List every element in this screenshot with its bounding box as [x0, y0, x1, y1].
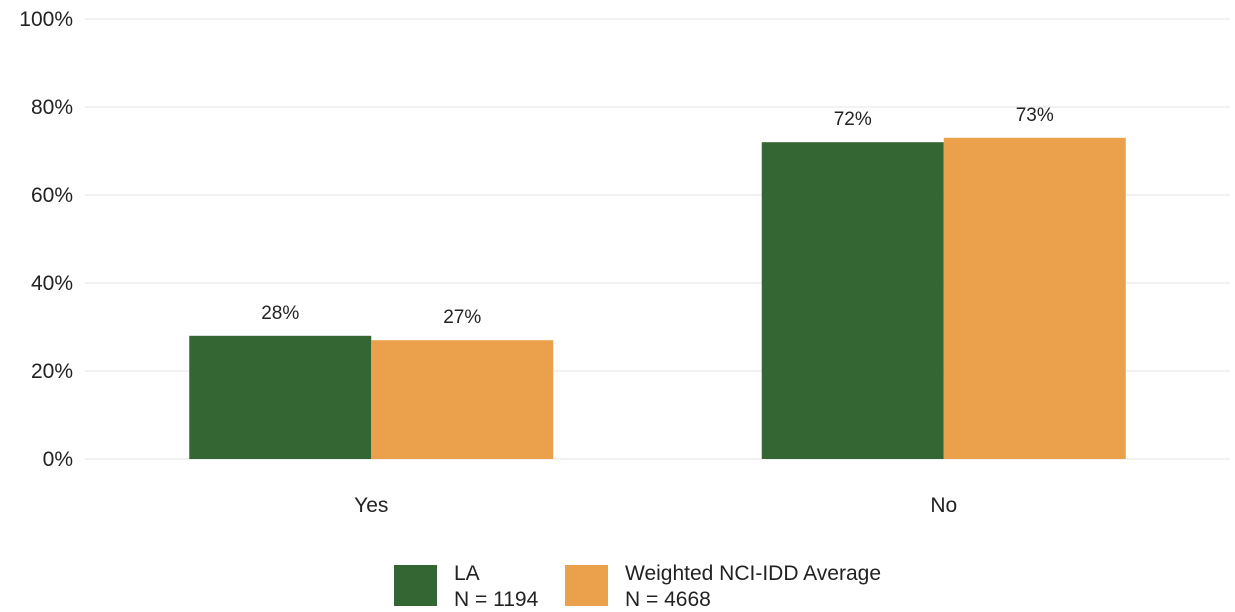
legend-label: Weighted NCI-IDD Average	[625, 562, 881, 585]
bar-no-series-1	[943, 137, 1126, 460]
data-label: 72%	[834, 109, 872, 130]
x-category-label: Yes	[354, 494, 388, 517]
legend: LA N = 1194 Weighted NCI-IDD Average N = 46…	[394, 562, 881, 611]
y-tick-label: 20%	[31, 360, 73, 383]
bar-no-series-0	[761, 142, 944, 459]
y-tick-label: 0%	[43, 448, 73, 471]
y-tick-label: 60%	[31, 184, 73, 207]
x-category-label: No	[930, 494, 957, 517]
data-label: 28%	[261, 303, 299, 324]
legend-label: LA	[454, 562, 480, 585]
data-label: 73%	[1016, 105, 1054, 126]
y-tick-label: 80%	[31, 96, 73, 119]
y-tick-label: 100%	[19, 8, 73, 31]
bars-layer	[189, 137, 1126, 460]
legend-swatch	[565, 565, 608, 606]
labels-layer: 0% 20% 40% 60% 80% 100% 28% 27% Yes 72% 73% No	[19, 8, 1054, 517]
y-tick-label: 40%	[31, 272, 73, 295]
legend-label: N = 4668	[625, 588, 711, 611]
data-label: 27%	[443, 307, 481, 328]
legend-swatch	[394, 565, 437, 606]
legend-label: N = 1194	[454, 588, 539, 611]
bar-yes-series-0	[189, 335, 372, 459]
bar-yes-series-1	[371, 340, 554, 459]
